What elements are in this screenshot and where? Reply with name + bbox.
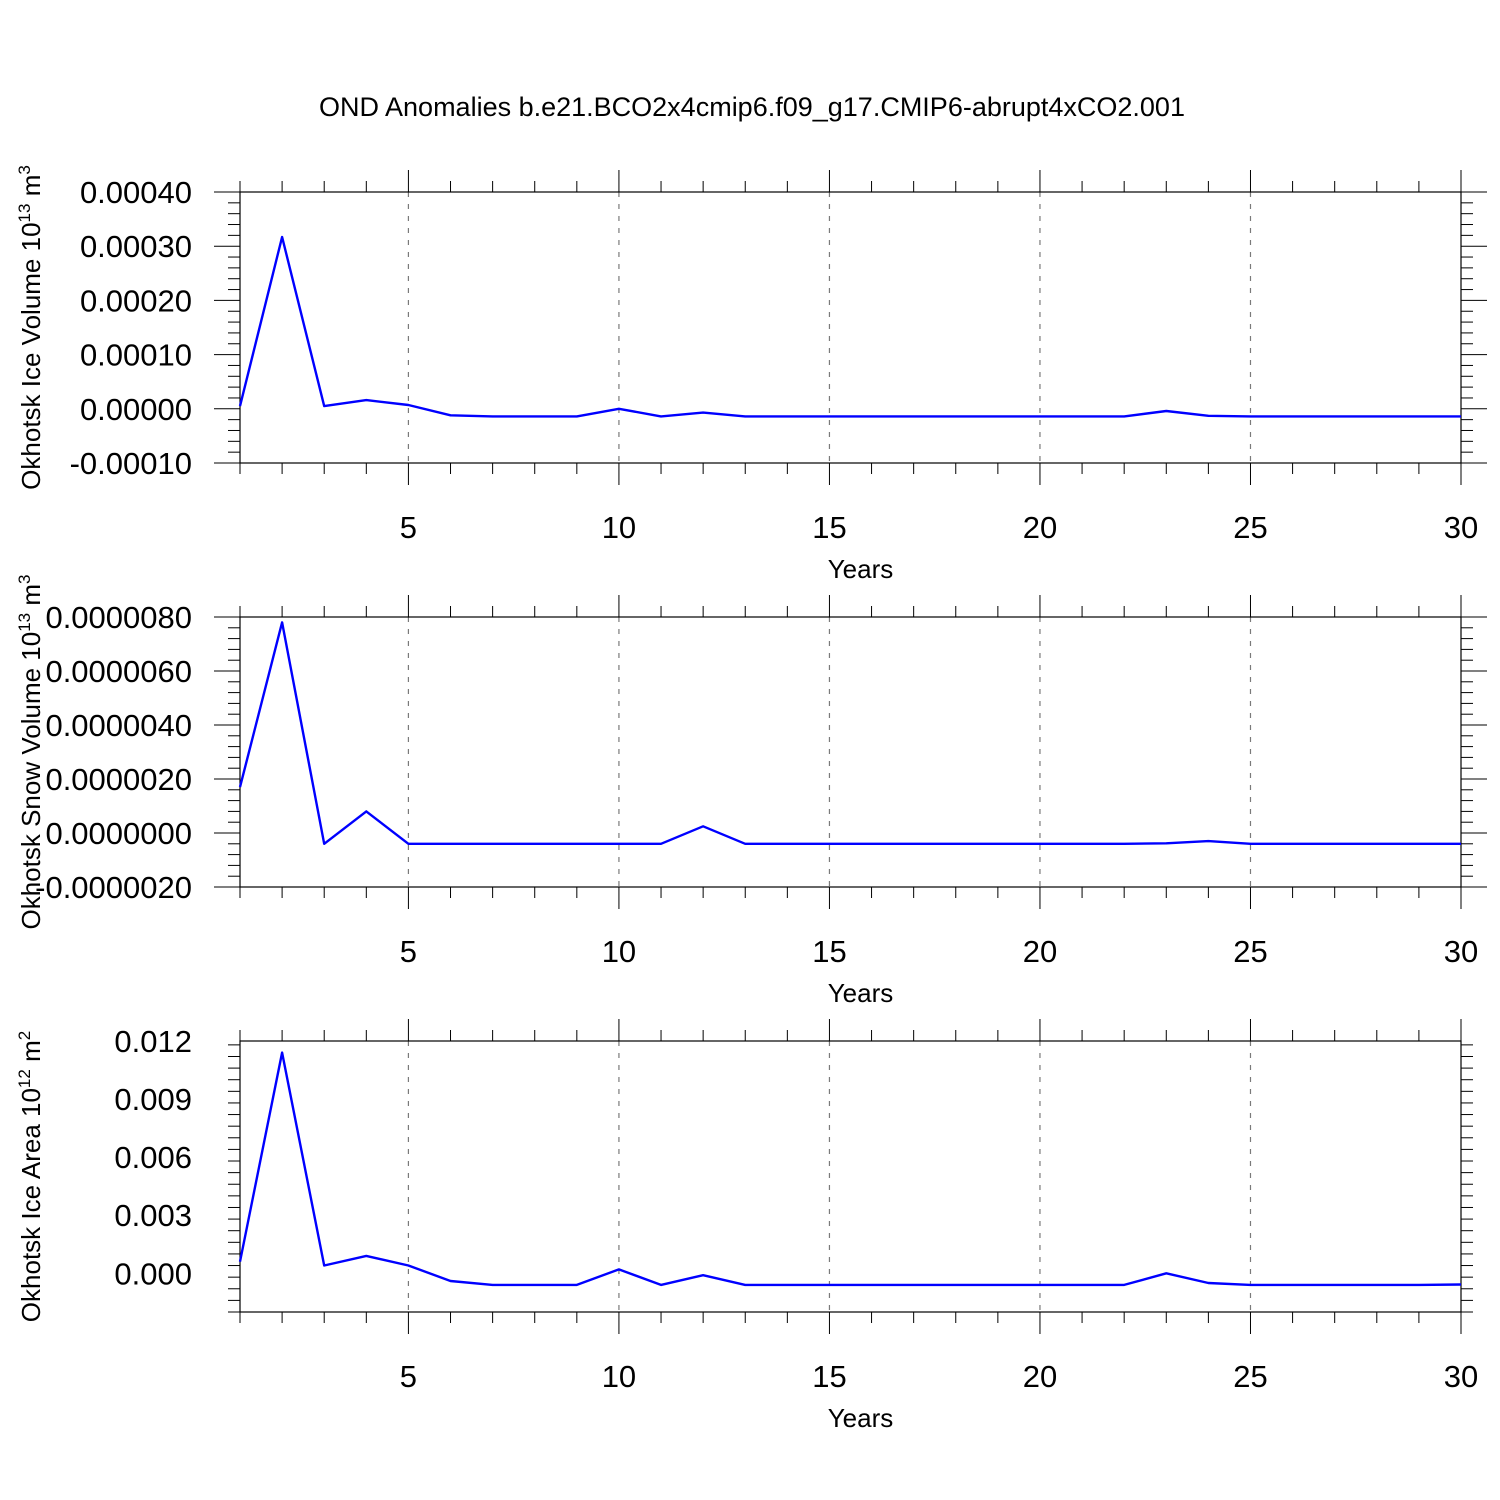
x-tick-label: 15 (812, 934, 846, 969)
panel-3: 5 10 15 20 25 30 0.012 0.009 0.006 0.003 0.000 Year… (15, 1019, 1478, 1433)
y-tick-label: 0.012 (114, 1024, 192, 1059)
panels: 5 10 15 20 25 300.000400.000300.000200.000100… (15, 165, 1487, 1433)
x-tick-label: 10 (602, 934, 636, 969)
y-tick-label: 0.000 (114, 1256, 192, 1291)
y-tick-label: 0.0000020 (45, 762, 192, 797)
x-tick-label: 20 (1023, 510, 1057, 545)
panel-1: 5 10 15 20 25 30 0.00040 0.00030 0.00020 0.00010 0… (15, 165, 1487, 584)
x-tick-label: 5 (400, 1359, 417, 1394)
chart-title: OND Anomalies b.e21.BCO2x4cmip6.f09_g17.… (319, 92, 1185, 122)
y-tick-label: 0.0000040 (45, 708, 192, 743)
x-axis-label: Years (828, 554, 894, 584)
series-line (238, 621, 1461, 845)
x-tick-label: 25 (1233, 510, 1267, 545)
x-axis-label: Years (828, 978, 894, 1008)
y-axis-label: Okhotsk Snow Volume 1013 m3 (15, 575, 46, 930)
y-tick-label: -0.00010 (70, 446, 192, 481)
y-tick-label: 0.00000 (80, 392, 192, 427)
y-tick-label: 0.00020 (80, 283, 192, 318)
plot-frame (239, 191, 1462, 464)
x-tick-label: 10 (602, 1359, 636, 1394)
x-tick-label: 5 (400, 934, 417, 969)
x-tick-label: 30 (1444, 934, 1478, 969)
y-tick-label: -0.0000020 (35, 870, 192, 905)
y-tick-label: 0.0000080 (45, 600, 192, 635)
x-tick-label: 20 (1023, 934, 1057, 969)
y-tick-label: 0.0000000 (45, 816, 192, 851)
x-tick-label: 25 (1233, 934, 1267, 969)
x-tick-label: 5 (400, 510, 417, 545)
y-axis-label: Okhotsk Ice Volume 1013 m3 (15, 165, 46, 490)
y-tick-label: 0.003 (114, 1198, 192, 1233)
x-tick-label: 20 (1023, 1359, 1057, 1394)
y-tick-label: 0.00030 (80, 229, 192, 264)
x-tick-label: 30 (1444, 1359, 1478, 1394)
y-tick-label: 0.009 (114, 1082, 192, 1117)
y-tick-label: 0.00040 (80, 175, 192, 210)
x-tick-label: 10 (602, 510, 636, 545)
plot-frame (239, 616, 1462, 888)
series-line (238, 1051, 1462, 1287)
panel-2: 5 10 15 20 25 30 0.0000080 0.0000060 0.0000040 0.… (15, 575, 1487, 1008)
x-tick-label: 25 (1233, 1359, 1267, 1394)
series-line (238, 235, 1461, 418)
y-axis-label: Okhotsk Ice Area 1012 m2 (15, 1031, 46, 1322)
x-axis-label: Years (828, 1403, 894, 1433)
y-tick-label: 0.00010 (80, 338, 192, 373)
y-tick-label: 0.006 (114, 1140, 192, 1175)
y-tick-label: 0.0000060 (45, 654, 192, 689)
x-tick-label: 15 (812, 1359, 846, 1394)
x-tick-label: 30 (1444, 510, 1478, 545)
plot-frame (239, 1040, 1462, 1313)
x-tick-label: 15 (812, 510, 846, 545)
